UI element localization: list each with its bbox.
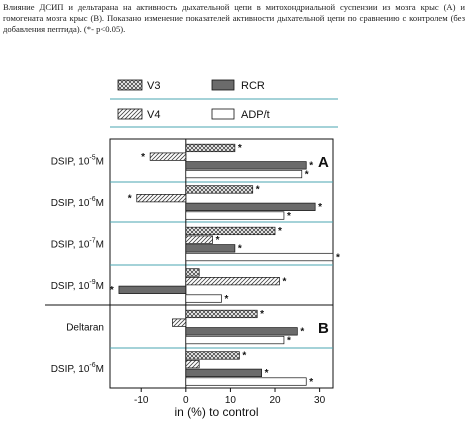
bar-v3	[185, 143, 236, 153]
figure-caption: Влияние ДСИП и дельтарана на активность …	[3, 2, 465, 34]
group-label: DSIP, 10-7M	[51, 238, 104, 251]
bar-rcr	[185, 368, 262, 377]
legend-item-v4: V4	[117, 108, 160, 121]
x-tick-label: 30	[314, 395, 326, 406]
bar-v4	[172, 318, 187, 327]
bar-rcr	[118, 285, 187, 294]
significance-star: *	[318, 202, 322, 213]
panel-label-a: A	[318, 154, 329, 171]
bar-v3	[185, 226, 276, 236]
bar-v4	[185, 360, 200, 369]
significance-star: *	[256, 185, 260, 196]
bar-v3	[185, 268, 200, 277]
significance-star: *	[225, 294, 229, 305]
x-tick-label: -10	[134, 395, 149, 406]
x-tick-label: 0	[183, 395, 189, 406]
legend-label: ADP/t	[241, 109, 270, 121]
bar-group: * * *	[110, 268, 286, 305]
plot-area: ****DSIP, 10-5M****DSIP, 10-6M****DSIP, …	[45, 138, 340, 419]
bar-v3	[185, 351, 240, 360]
bar-adp_t	[185, 335, 285, 345]
legend-swatch	[117, 79, 143, 91]
group-label: DSIP, 10-9M	[51, 279, 104, 292]
significance-star: *	[287, 211, 291, 222]
bar-adp_t	[185, 377, 307, 386]
bar-v4	[185, 235, 213, 244]
significance-star: *	[110, 285, 114, 296]
legend-label: V4	[147, 109, 160, 121]
plot-frame	[109, 138, 334, 389]
bar-v3	[185, 309, 258, 319]
significance-star: *	[282, 276, 286, 287]
panel-label-b: B	[318, 320, 329, 337]
bar-v4	[185, 277, 280, 286]
significance-star: *	[305, 169, 309, 180]
bar-rcr	[185, 202, 316, 211]
legend: V3 RCR V4 ADP/t	[110, 79, 338, 128]
legend-swatch	[211, 108, 235, 120]
significance-star: *	[238, 244, 242, 255]
legend-swatch	[117, 108, 143, 120]
bar-rcr	[185, 161, 307, 170]
bar-group: * * *	[172, 309, 304, 346]
legend-label: RCR	[241, 80, 265, 92]
bar-group: * * * *	[185, 226, 340, 263]
bar-rcr	[185, 244, 236, 253]
bar-adp_t	[185, 169, 303, 179]
bar-adp_t	[185, 252, 334, 262]
legend-item-adp_t: ADP/t	[211, 108, 270, 121]
legend-item-rcr: RCR	[211, 79, 265, 92]
x-tick-label: 20	[269, 395, 281, 406]
significance-star: *	[260, 309, 264, 320]
bar-group: * * * *	[128, 185, 322, 222]
significance-star: *	[278, 226, 282, 237]
legend-item-v3: V3	[117, 79, 160, 92]
significance-star: *	[287, 335, 291, 346]
significance-star: *	[309, 161, 313, 172]
significance-star: *	[336, 252, 340, 263]
significance-star: *	[141, 152, 145, 163]
bar-v4	[136, 194, 187, 203]
group-label: DSIP, 10-5M	[51, 155, 104, 168]
group-label: Deltaran	[66, 323, 104, 334]
x-tick-label: 10	[225, 395, 237, 406]
significance-star: *	[265, 368, 269, 379]
group-label: DSIP, 10-6M	[51, 362, 104, 375]
significance-star: *	[242, 351, 246, 362]
bar-group: * * *	[185, 351, 313, 388]
x-axis-label: in (%) to control	[174, 405, 258, 419]
bar-v4	[149, 152, 187, 161]
significance-star: *	[309, 377, 313, 388]
bar-rcr	[185, 327, 298, 336]
significance-star: *	[300, 327, 304, 338]
significance-star: *	[216, 235, 220, 246]
legend-label: V3	[147, 80, 160, 92]
bar-adp_t	[185, 294, 222, 303]
significance-star: *	[238, 143, 242, 154]
group-label: DSIP, 10-6M	[51, 196, 104, 209]
bar-adp_t	[185, 211, 285, 220]
bar-v3	[185, 185, 254, 194]
significance-star: *	[128, 193, 132, 204]
legend-swatch	[211, 79, 235, 91]
bar-group: ****	[141, 143, 313, 180]
